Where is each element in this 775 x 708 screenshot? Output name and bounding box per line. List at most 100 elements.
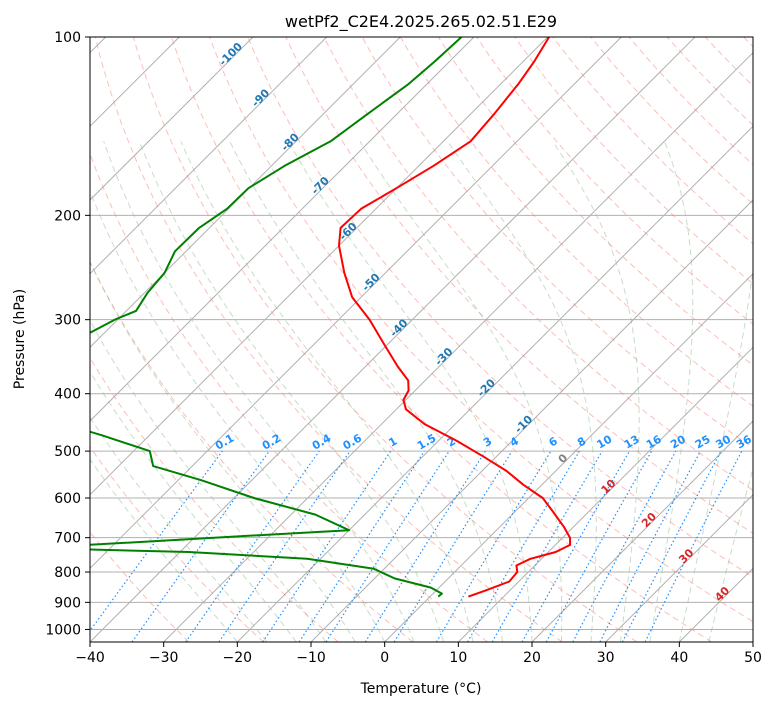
y-tick-label: 600 xyxy=(54,491,81,507)
dry-adiabat-line xyxy=(90,260,414,642)
isotherm-grid xyxy=(90,37,753,642)
dry-adiabat-line xyxy=(743,37,753,48)
y-tick-label: 400 xyxy=(54,387,81,403)
isotherm-line xyxy=(90,37,622,570)
y-tick-label: 700 xyxy=(54,531,81,547)
y-tick-label: 100 xyxy=(54,30,81,46)
adiabat-label: -90 xyxy=(249,86,272,109)
moist-adiabat-line xyxy=(90,458,238,642)
isobar-grid xyxy=(90,37,753,630)
adiabat-label: -70 xyxy=(309,174,332,197)
mixing-ratio-line xyxy=(262,450,392,642)
isotherm-line xyxy=(752,641,753,642)
mixing-ratio-label: 0.1 xyxy=(213,432,236,453)
moist-adiabat-line xyxy=(447,141,597,642)
mixing-ratio-line xyxy=(572,450,677,642)
x-tick-label: 20 xyxy=(523,650,541,666)
x-axis-ticks: −40 −30 −20 −10 0 10 20 30 40 50 xyxy=(75,642,762,666)
y-axis-label: Pressure (hPa) xyxy=(12,289,28,389)
x-axis-label: Temperature (°C) xyxy=(360,681,482,697)
isotherm-line xyxy=(163,51,753,642)
mixing-ratio-label: 10 xyxy=(595,432,615,451)
moist-adiabat-line xyxy=(649,141,694,642)
dry-adiabat-line xyxy=(437,37,753,366)
mixing-ratio-label: 30 xyxy=(713,432,733,451)
isotherm-line xyxy=(90,37,254,201)
mixing-ratio-label: 16 xyxy=(644,432,664,451)
dewpoint-line xyxy=(90,37,463,598)
adiabat-label: -50 xyxy=(359,270,382,293)
isotherm-line xyxy=(236,125,753,642)
isotherm-line xyxy=(90,37,696,642)
moist-adiabat-line xyxy=(138,141,445,642)
mixing-ratio-line xyxy=(90,450,223,632)
isotherm-line xyxy=(384,272,753,642)
moist-adiabat-line xyxy=(229,141,503,642)
mixing-ratio-label: 4 xyxy=(508,434,521,449)
mixing-ratio-label: 20 xyxy=(668,432,688,451)
dry-adiabat-line xyxy=(399,37,753,407)
temperature-line xyxy=(338,37,572,598)
dry-adiabat-line xyxy=(514,37,753,285)
y-tick-label: 200 xyxy=(54,208,81,224)
plot-area: 0.1 0.2 0.4 0.6 1 1.5 2 3 4 6 8 10 13 16 20 25 30 36 -100… xyxy=(90,37,753,642)
dry-adiabat-line xyxy=(247,37,753,578)
x-tick-label: 40 xyxy=(670,650,688,666)
x-tick-label: −40 xyxy=(75,650,105,666)
mixing-ratio-line xyxy=(599,450,702,642)
y-axis-ticks: 100 200 300 400 500 600 700 800 900 1000 xyxy=(45,30,90,638)
y-tick-label: 1000 xyxy=(45,622,81,638)
adiabat-label: -10 xyxy=(512,413,535,436)
moist-adiabat-line xyxy=(90,416,268,642)
adiabat-label: -80 xyxy=(279,130,302,153)
dry-adiabat-line xyxy=(361,37,753,449)
adiabat-label: 30 xyxy=(676,546,696,566)
mixing-ratio-line xyxy=(521,450,631,642)
mixing-ratio-label: 0.6 xyxy=(341,431,365,452)
mixing-ratio-line xyxy=(466,450,580,642)
y-tick-label: 900 xyxy=(54,595,81,611)
dry-adiabat-line xyxy=(628,37,753,166)
moist-adiabat-line xyxy=(103,141,415,642)
adiabat-label: -30 xyxy=(432,345,455,368)
x-tick-label: −20 xyxy=(223,650,253,666)
adiabat-label: 20 xyxy=(639,510,659,530)
mixing-ratio-line xyxy=(131,450,270,642)
mixing-ratio-line xyxy=(185,450,320,642)
moist-adiabat-line xyxy=(90,319,327,642)
x-tick-label: −30 xyxy=(149,650,179,666)
mixing-ratio-line xyxy=(393,450,513,642)
isotherm-line xyxy=(678,567,753,642)
moist-adiabat-line xyxy=(90,260,356,642)
mixing-ratio-label: 1.5 xyxy=(415,432,438,453)
moist-adiabat-line xyxy=(552,141,640,642)
moist-adiabat-line xyxy=(180,141,474,642)
profile-series xyxy=(90,37,572,598)
moist-adiabats xyxy=(90,141,753,642)
mixing-ratio-lines: 0.1 0.2 0.4 0.6 1 1.5 2 3 4 6 8 10 13 16 20 25 30 36 xyxy=(90,431,753,642)
mixing-ratio-line xyxy=(364,450,486,642)
dry-adiabats xyxy=(90,37,753,642)
isotherm-line xyxy=(90,37,549,496)
mixing-ratio-line xyxy=(298,450,425,642)
adiabat-label: 10 xyxy=(599,477,619,497)
isotherm-line xyxy=(90,37,401,349)
isotherm-line xyxy=(90,37,475,422)
dry-adiabat-line xyxy=(323,37,753,491)
dry-adiabat-line xyxy=(132,37,638,642)
x-tick-label: −10 xyxy=(296,650,326,666)
adiabat-label: 40 xyxy=(712,584,732,604)
mixing-ratio-label: 25 xyxy=(693,433,713,452)
isotherm-line xyxy=(457,346,753,642)
adiabat-label: -100 xyxy=(216,40,245,69)
moist-adiabat-line xyxy=(678,265,753,642)
x-tick-label: 50 xyxy=(744,650,762,666)
y-tick-label: 800 xyxy=(54,565,81,581)
isotherm-line xyxy=(90,37,328,275)
dry-adiabat-line xyxy=(476,37,753,325)
mixing-ratio-label: 0.4 xyxy=(310,431,334,452)
dry-adiabat-line xyxy=(209,37,753,623)
moist-adiabat-line xyxy=(708,466,753,642)
mixing-ratio-line xyxy=(545,450,653,642)
